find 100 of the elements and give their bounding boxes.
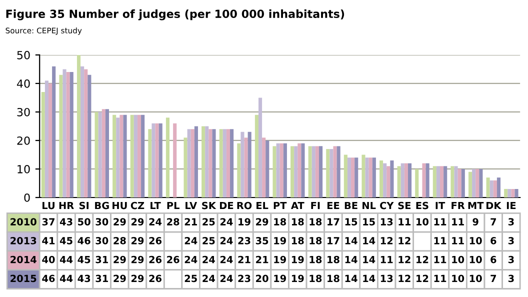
bar <box>365 158 369 198</box>
bar <box>450 166 454 198</box>
data-label: 29 <box>131 274 144 282</box>
data-label: 10 <box>452 256 464 264</box>
data-label: 14 <box>363 256 376 264</box>
data-label: 3 <box>508 256 514 264</box>
x-tick-label: HU <box>112 202 127 210</box>
bar <box>479 168 483 198</box>
bar <box>219 129 223 198</box>
y-tick-label: 20 <box>17 136 30 145</box>
bar <box>70 72 74 198</box>
bar <box>222 129 226 198</box>
bar <box>226 129 230 198</box>
data-label: 35 <box>256 236 268 244</box>
bar <box>240 132 244 198</box>
data-label: 17 <box>328 237 340 244</box>
x-tick-label: BE <box>344 202 358 210</box>
data-label: 3 <box>508 236 514 244</box>
bar <box>205 126 209 198</box>
bar <box>130 114 134 198</box>
x-tick-label: MT <box>468 202 484 210</box>
data-label: 10 <box>416 218 429 226</box>
bar <box>490 180 494 198</box>
data-label: 24 <box>184 236 198 244</box>
data-label: 18 <box>310 274 322 282</box>
data-label: 19 <box>292 274 304 282</box>
bar <box>52 66 56 198</box>
data-label: 21 <box>238 256 250 264</box>
data-label: 29 <box>131 256 144 264</box>
bar <box>415 168 419 198</box>
chart-title: Figure 35 Number of judges (per 100 000 inhabitants) <box>6 9 344 20</box>
bar <box>173 123 177 198</box>
bar <box>362 154 366 198</box>
data-label: 24 <box>220 218 233 226</box>
data-label: 44 <box>60 274 73 282</box>
data-label: 31 <box>96 256 108 264</box>
x-tick-label: LT <box>150 202 161 210</box>
x-tick-label: CY <box>380 202 394 210</box>
bar <box>166 118 170 198</box>
bar <box>436 166 440 198</box>
data-label: 14 <box>363 237 376 244</box>
data-label: 12 <box>398 256 410 264</box>
bar <box>237 143 241 198</box>
x-tick-label: PT <box>274 202 287 210</box>
x-tick-label: DK <box>486 202 502 210</box>
bar <box>379 160 384 198</box>
data-label: 14 <box>363 274 376 282</box>
bar <box>248 132 252 198</box>
bar <box>212 129 216 198</box>
bar <box>116 118 120 198</box>
data-label: 44 <box>60 256 73 264</box>
x-tick-label: HR <box>59 202 74 210</box>
y-tick-label: 50 <box>17 50 30 60</box>
data-label: 11 <box>398 218 411 226</box>
data-label: 29 <box>256 218 268 226</box>
bar <box>472 168 476 198</box>
data-label: 45 <box>60 237 72 244</box>
data-label: 24 <box>220 236 233 244</box>
bar <box>486 178 490 198</box>
bar <box>208 129 212 198</box>
bar <box>134 114 138 198</box>
bar <box>66 72 70 198</box>
data-label: 29 <box>114 218 126 226</box>
data-label: 30 <box>96 236 108 244</box>
bar <box>476 168 480 198</box>
data-label: 18 <box>328 256 340 264</box>
bar <box>290 146 294 198</box>
bar <box>123 114 127 198</box>
x-tick-label: EE <box>327 202 340 210</box>
x-tick-label: IE <box>506 202 516 210</box>
data-label: 11 <box>434 274 446 282</box>
data-label: 23 <box>238 274 250 282</box>
data-label: 11 <box>434 218 446 226</box>
bar <box>141 114 145 198</box>
bar <box>137 114 142 198</box>
bar <box>508 188 512 198</box>
x-tick-label: PL <box>167 202 180 210</box>
data-label: 18 <box>274 218 286 226</box>
data-label: 24 <box>220 256 233 264</box>
data-label: 11 <box>434 256 446 264</box>
bar <box>48 83 52 198</box>
data-label: 45 <box>78 256 90 264</box>
bar <box>112 114 116 198</box>
data-label: 12 <box>398 274 410 282</box>
data-label: 18 <box>328 274 340 282</box>
data-label: 28 <box>167 218 180 226</box>
bar <box>62 69 66 198</box>
bar <box>330 149 334 198</box>
bar <box>262 138 266 198</box>
x-tick-label: CZ <box>130 202 144 210</box>
data-label: 43 <box>60 218 72 226</box>
data-label: 19 <box>274 256 286 264</box>
bar <box>347 158 352 198</box>
bar <box>422 163 426 198</box>
data-label: 14 <box>345 256 358 264</box>
bar <box>102 109 106 198</box>
bar <box>372 158 376 198</box>
bar <box>496 178 501 198</box>
data-label: 30 <box>96 218 108 226</box>
x-tick-label: SE <box>398 202 411 210</box>
